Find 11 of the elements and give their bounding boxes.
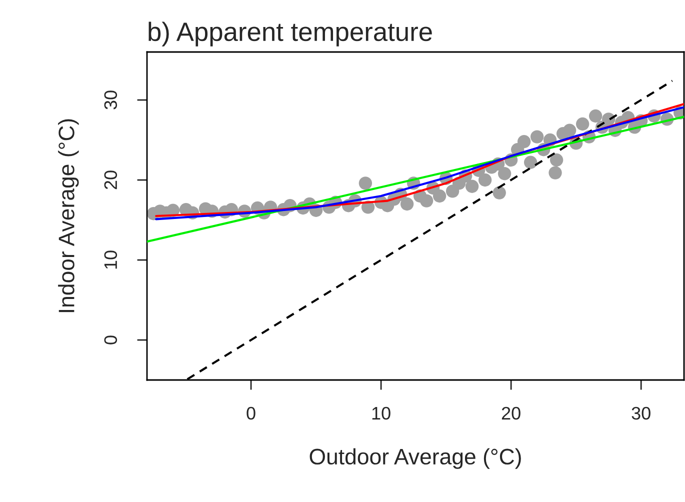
y-axis-title: Indoor Average (°C): [58, 119, 79, 312]
x-tick-label: 20: [502, 406, 520, 420]
y-tick-label: 20: [104, 170, 118, 190]
y-tick-label: 10: [104, 250, 118, 269]
x-tick-label: 10: [372, 406, 390, 420]
y-tick-label: 0: [104, 336, 118, 344]
x-tick-label: 0: [246, 406, 256, 420]
y-tick-label: 30: [104, 90, 118, 110]
x-axis-title: Outdoor Average (°C): [310, 448, 521, 469]
x-tick-label: 30: [632, 406, 650, 420]
chart-title: b) Apparent temperature: [148, 22, 432, 46]
